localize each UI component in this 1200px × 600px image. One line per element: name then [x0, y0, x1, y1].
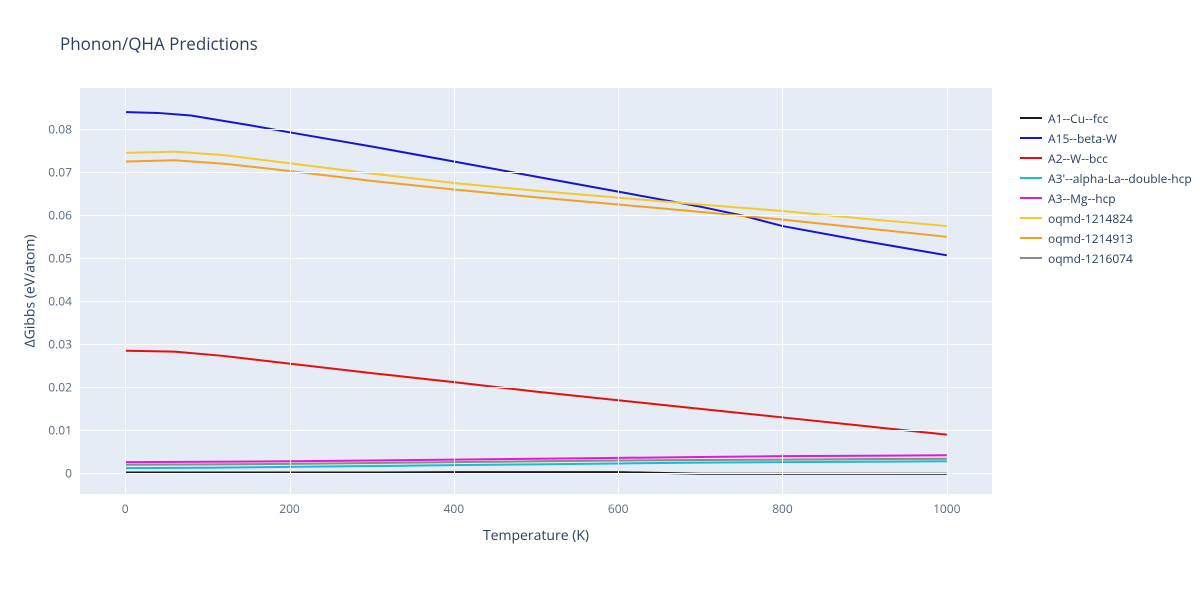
chart-lines-svg: [80, 88, 992, 494]
gridline-h: [80, 301, 992, 302]
gridline-v: [618, 88, 619, 494]
legend-item[interactable]: A15--beta-W: [1020, 128, 1192, 148]
legend-item[interactable]: oqmd-1214913: [1020, 228, 1192, 248]
gridline-h: [80, 258, 992, 259]
plot-area[interactable]: [80, 88, 992, 494]
gridline-h: [80, 344, 992, 345]
legend-item[interactable]: oqmd-1214824: [1020, 208, 1192, 228]
legend-label: A3'--alpha-La--double-hcp: [1048, 170, 1192, 187]
legend-swatch: [1020, 197, 1042, 199]
legend-item[interactable]: A3--Mg--hcp: [1020, 188, 1192, 208]
legend-swatch: [1020, 137, 1042, 139]
gridline-h: [80, 215, 992, 216]
legend-label: oqmd-1214913: [1048, 230, 1133, 247]
x-axis-label: Temperature (K): [483, 526, 589, 545]
gridline-h: [80, 473, 992, 474]
legend-item[interactable]: oqmd-1216074: [1020, 248, 1192, 268]
y-tick-label: 0: [65, 465, 72, 482]
y-tick-label: 0.01: [48, 422, 72, 439]
y-tick-label: 0.05: [48, 250, 72, 267]
x-tick-label: 800: [772, 500, 793, 517]
legend: A1--Cu--fcc A15--beta-W A2--W--bcc A3'--alp…: [1020, 108, 1192, 268]
y-tick-label: 0.04: [48, 293, 72, 310]
gridline-h: [80, 172, 992, 173]
legend-label: A1--Cu--fcc: [1048, 110, 1108, 127]
gridline-v: [454, 88, 455, 494]
gridline-h: [80, 129, 992, 130]
legend-label: A3--Mg--hcp: [1048, 190, 1116, 207]
gridline-h: [80, 430, 992, 431]
gridline-h: [80, 387, 992, 388]
series-line[interactable]: [125, 112, 947, 255]
legend-swatch: [1020, 237, 1042, 239]
gridline-v: [782, 88, 783, 494]
legend-label: A2--W--bcc: [1048, 150, 1108, 167]
y-tick-label: 0.07: [48, 164, 72, 181]
legend-swatch: [1020, 177, 1042, 179]
legend-label: oqmd-1214824: [1048, 210, 1133, 227]
legend-swatch: [1020, 217, 1042, 219]
gridline-v: [290, 88, 291, 494]
legend-item[interactable]: A2--W--bcc: [1020, 148, 1192, 168]
x-tick-label: 1000: [933, 500, 960, 517]
x-tick-label: 600: [608, 500, 629, 517]
y-tick-label: 0.02: [48, 379, 72, 396]
legend-swatch: [1020, 157, 1042, 159]
x-tick-label: 200: [279, 500, 300, 517]
gridline-v: [947, 88, 948, 494]
legend-item[interactable]: A1--Cu--fcc: [1020, 108, 1192, 128]
x-tick-label: 400: [444, 500, 465, 517]
chart-container: Phonon/QHA Predictions Temperature (K) Δ…: [0, 0, 1200, 600]
legend-item[interactable]: A3'--alpha-La--double-hcp: [1020, 168, 1192, 188]
gridline-v: [125, 88, 126, 494]
legend-label: oqmd-1216074: [1048, 250, 1133, 267]
legend-label: A15--beta-W: [1048, 130, 1117, 147]
chart-title: Phonon/QHA Predictions: [60, 32, 258, 55]
y-tick-label: 0.06: [48, 207, 72, 224]
y-axis-label: ΔGibbs (eV/atom): [21, 234, 40, 347]
y-tick-label: 0.08: [48, 121, 72, 138]
series-line[interactable]: [125, 351, 947, 435]
legend-swatch: [1020, 117, 1042, 119]
legend-swatch: [1020, 257, 1042, 259]
x-tick-label: 0: [122, 500, 129, 517]
y-tick-label: 0.03: [48, 336, 72, 353]
